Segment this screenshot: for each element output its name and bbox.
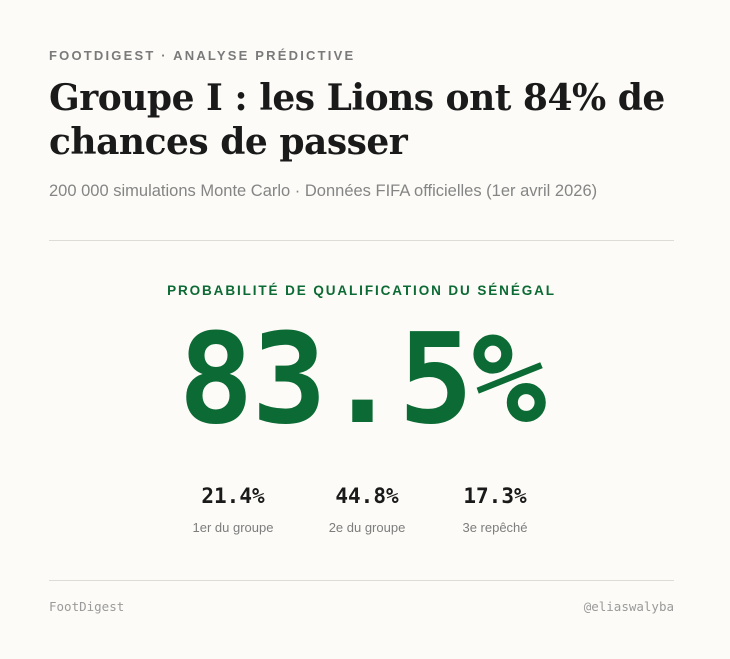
bottom-divider <box>49 580 674 581</box>
stat-best-third: 17.3% 3e repêché <box>430 482 560 536</box>
stat-second-place: 44.8% 2e du groupe <box>302 482 432 536</box>
qualification-probability-value: 83.5% <box>178 307 546 452</box>
stat-first-place: 21.4% 1er du groupe <box>168 482 298 536</box>
subtitle: 200 000 simulations Monte Carlo · Donnée… <box>49 182 598 200</box>
headline: Groupe I : les Lions ont 84% de chances … <box>49 77 665 163</box>
stat-second-place-value: 44.8% <box>335 484 399 508</box>
infographic-card: FOOTDIGEST · ANALYSE PRÉDICTIVE Groupe I… <box>49 0 674 659</box>
footer-brand: FootDigest <box>49 599 125 614</box>
stat-first-place-value: 21.4% <box>201 484 265 508</box>
probability-breakdown: 21.4% 1er du groupe 44.8% 2e du groupe 1… <box>49 482 674 552</box>
stat-second-place-label: 2e du groupe <box>328 520 406 535</box>
stat-first-place-label: 1er du groupe <box>192 520 274 535</box>
top-divider <box>49 240 674 241</box>
stat-best-third-value: 17.3% <box>463 484 527 508</box>
footer-handle: @eliaswalyba <box>583 599 674 614</box>
qualification-probability-label: PROBABILITÉ DE QUALIFICATION DU SÉNÉGAL <box>167 283 556 298</box>
eyebrow-label: FOOTDIGEST · ANALYSE PRÉDICTIVE <box>49 48 356 63</box>
stat-best-third-label: 3e repêché <box>462 520 528 535</box>
